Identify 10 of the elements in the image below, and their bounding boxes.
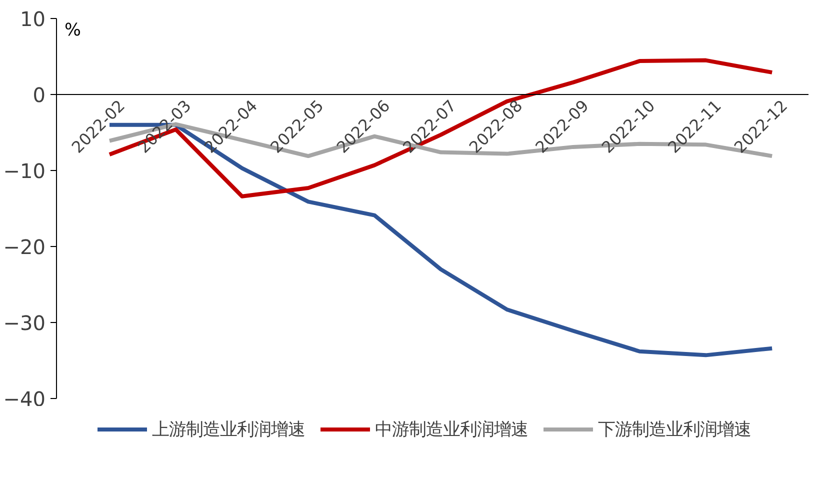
y-tick-label: 10 <box>20 7 46 31</box>
y-tick-label: −20 <box>3 235 46 259</box>
y-tick-label: −40 <box>3 387 46 411</box>
legend-label: 下游制造业利润增速 <box>598 418 751 440</box>
y-tick-label: −30 <box>3 311 46 335</box>
legend-label: 上游制造业利润增速 <box>152 418 305 440</box>
y-axis-title: % <box>64 20 81 40</box>
y-tick-label: −10 <box>3 159 46 183</box>
y-tick-label: 0 <box>32 83 46 107</box>
legend-label: 中游制造业利润增速 <box>375 418 528 440</box>
